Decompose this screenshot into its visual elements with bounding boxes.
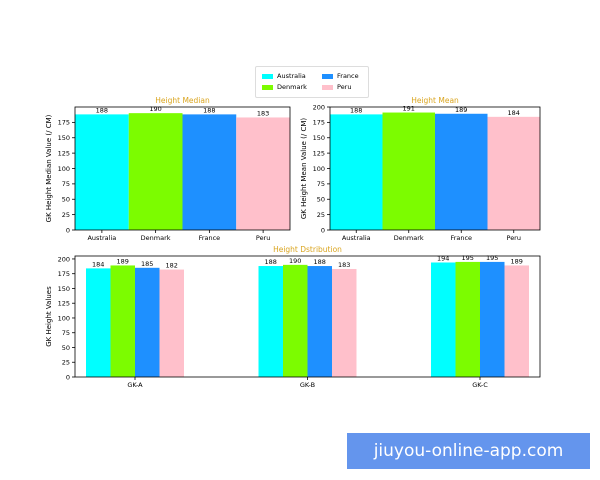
chart3-data-label: 184 bbox=[92, 260, 104, 268]
chart1-ytick-label: 175 bbox=[58, 119, 70, 127]
chart3-data-label: 194 bbox=[437, 254, 449, 262]
legend-swatch-peru bbox=[322, 85, 333, 90]
chart3-xtick-label: GK-C bbox=[472, 381, 488, 389]
legend-label-peru: Peru bbox=[337, 83, 352, 91]
chart2-ytick-label: 125 bbox=[313, 149, 325, 157]
chart3-bar-gk-c-france bbox=[480, 261, 505, 377]
chart3-title: Height Dstribution bbox=[273, 245, 342, 254]
chart2-bar-peru bbox=[487, 116, 540, 230]
chart3-xtick-label: GK-B bbox=[300, 381, 315, 389]
chart3-bar-gk-b-denmark bbox=[283, 264, 308, 377]
legend-label-denmark: Denmark bbox=[277, 83, 307, 91]
chart3-ytick-label: 100 bbox=[58, 314, 70, 322]
chart3-ytick-label: 175 bbox=[58, 270, 70, 278]
chart-legend: Australia France Denmark Peru bbox=[255, 66, 369, 98]
chart3-bar-gk-b-france bbox=[307, 266, 332, 377]
chart3-bar-gk-a-australia bbox=[86, 268, 111, 377]
legend-label-australia: Australia bbox=[277, 72, 306, 80]
chart2-xtick-label: Peru bbox=[507, 234, 521, 242]
chart1-data-label: 183 bbox=[257, 109, 269, 117]
chart2-ytick-label: 175 bbox=[313, 119, 325, 127]
chart3-ytick-label: 125 bbox=[58, 300, 70, 308]
chart1-ytick-label: 75 bbox=[62, 180, 70, 188]
chart2-data-label: 189 bbox=[455, 106, 467, 114]
chart1-xtick-label: Peru bbox=[256, 234, 270, 242]
chart2-xtick-label: Denmark bbox=[394, 234, 424, 242]
chart2-ytick-label: 200 bbox=[313, 103, 325, 111]
chart1-ytick-label: 125 bbox=[58, 149, 70, 157]
chart1-axes-frame bbox=[74, 106, 291, 231]
chart1-bar-australia bbox=[75, 114, 129, 230]
chart3-bar-gk-c-peru bbox=[504, 265, 529, 377]
chart3-bar-gk-a-france bbox=[135, 267, 160, 377]
chart3-data-label: 183 bbox=[338, 261, 350, 269]
chart3-bar-gk-b-australia bbox=[258, 266, 283, 377]
chart2-ytick-label: 50 bbox=[317, 196, 325, 204]
chart3-data-label: 188 bbox=[265, 258, 277, 266]
chart3-data-label: 190 bbox=[289, 257, 301, 265]
chart3-data-label: 195 bbox=[486, 254, 498, 262]
legend-swatch-australia bbox=[262, 74, 273, 79]
chart3-bar-gk-c-australia bbox=[431, 262, 456, 377]
chart3-data-label: 195 bbox=[462, 254, 474, 262]
chart3-bar-gk-c-denmark bbox=[455, 261, 480, 377]
chart3-ytick-label: 50 bbox=[62, 344, 70, 352]
legend-swatch-france bbox=[322, 74, 333, 79]
chart1-ylabel: GK Height Median Value (/ CM) bbox=[45, 114, 53, 222]
chart1-bar-france bbox=[182, 114, 237, 230]
chart1-bar-peru bbox=[236, 117, 290, 230]
chart1-xtick-label: Denmark bbox=[141, 234, 171, 242]
chart2-axes-frame bbox=[329, 106, 541, 231]
chart3-xtick-label: GK-A bbox=[127, 381, 143, 389]
watermark-banner: jiuyou-online-app.com bbox=[347, 433, 590, 469]
legend-label-france: France bbox=[337, 72, 359, 80]
chart2-ytick-label: 25 bbox=[317, 211, 325, 219]
chart2-data-label: 184 bbox=[508, 109, 520, 117]
chart2-ytick-label: 0 bbox=[321, 226, 325, 234]
chart1-ytick-label: 25 bbox=[62, 211, 70, 219]
chart1-ytick-label: 50 bbox=[62, 196, 70, 204]
chart3-data-label: 185 bbox=[141, 260, 153, 268]
chart3-bar-gk-b-peru bbox=[332, 268, 357, 377]
chart1-data-label: 188 bbox=[96, 106, 108, 114]
chart1-ytick-label: 150 bbox=[58, 134, 70, 142]
chart3-ytick-label: 150 bbox=[58, 285, 70, 293]
chart2-xtick-label: France bbox=[450, 234, 472, 242]
chart2-ytick-label: 75 bbox=[317, 180, 325, 188]
chart1-data-label: 188 bbox=[203, 106, 215, 114]
chart3-ylabel: GK Height Values bbox=[45, 286, 53, 347]
chart3-data-label: 188 bbox=[314, 258, 326, 266]
chart3-bar-gk-a-peru bbox=[159, 269, 184, 377]
chart1-ytick-label: 100 bbox=[58, 165, 70, 173]
chart2-data-label: 188 bbox=[350, 106, 362, 114]
watermark-text: jiuyou-online-app.com bbox=[373, 441, 564, 461]
chart3-data-label: 189 bbox=[117, 257, 129, 265]
chart1-ytick-label: 0 bbox=[66, 226, 70, 234]
chart2-ytick-label: 150 bbox=[313, 134, 325, 142]
chart2-bar-australia bbox=[330, 114, 383, 230]
chart2-ytick-label: 100 bbox=[313, 165, 325, 173]
chart3-data-label: 189 bbox=[511, 257, 523, 265]
chart3-bar-gk-a-denmark bbox=[110, 265, 135, 377]
chart3-ytick-label: 0 bbox=[66, 373, 70, 381]
chart3-ytick-label: 200 bbox=[58, 255, 70, 263]
chart2-data-label: 191 bbox=[403, 105, 415, 113]
chart2-bar-denmark bbox=[382, 112, 435, 230]
chart2-xtick-label: Australia bbox=[342, 234, 371, 242]
chart1-xtick-label: France bbox=[199, 234, 221, 242]
legend-swatch-denmark bbox=[262, 85, 273, 90]
chart1-title: Height Median bbox=[155, 96, 210, 105]
chart3-ytick-label: 25 bbox=[62, 359, 70, 367]
chart3-data-label: 182 bbox=[166, 262, 178, 270]
chart2-title: Height Mean bbox=[411, 96, 459, 105]
chart1-xtick-label: Australia bbox=[87, 234, 116, 242]
chart2-bar-france bbox=[435, 113, 488, 230]
chart1-bar-denmark bbox=[128, 113, 183, 230]
chart1-data-label: 190 bbox=[149, 105, 161, 113]
chart2-ylabel: GK Height Mean Value (/ CM) bbox=[300, 118, 308, 220]
chart3-axes-frame bbox=[74, 255, 541, 378]
chart3-ytick-label: 75 bbox=[62, 329, 70, 337]
